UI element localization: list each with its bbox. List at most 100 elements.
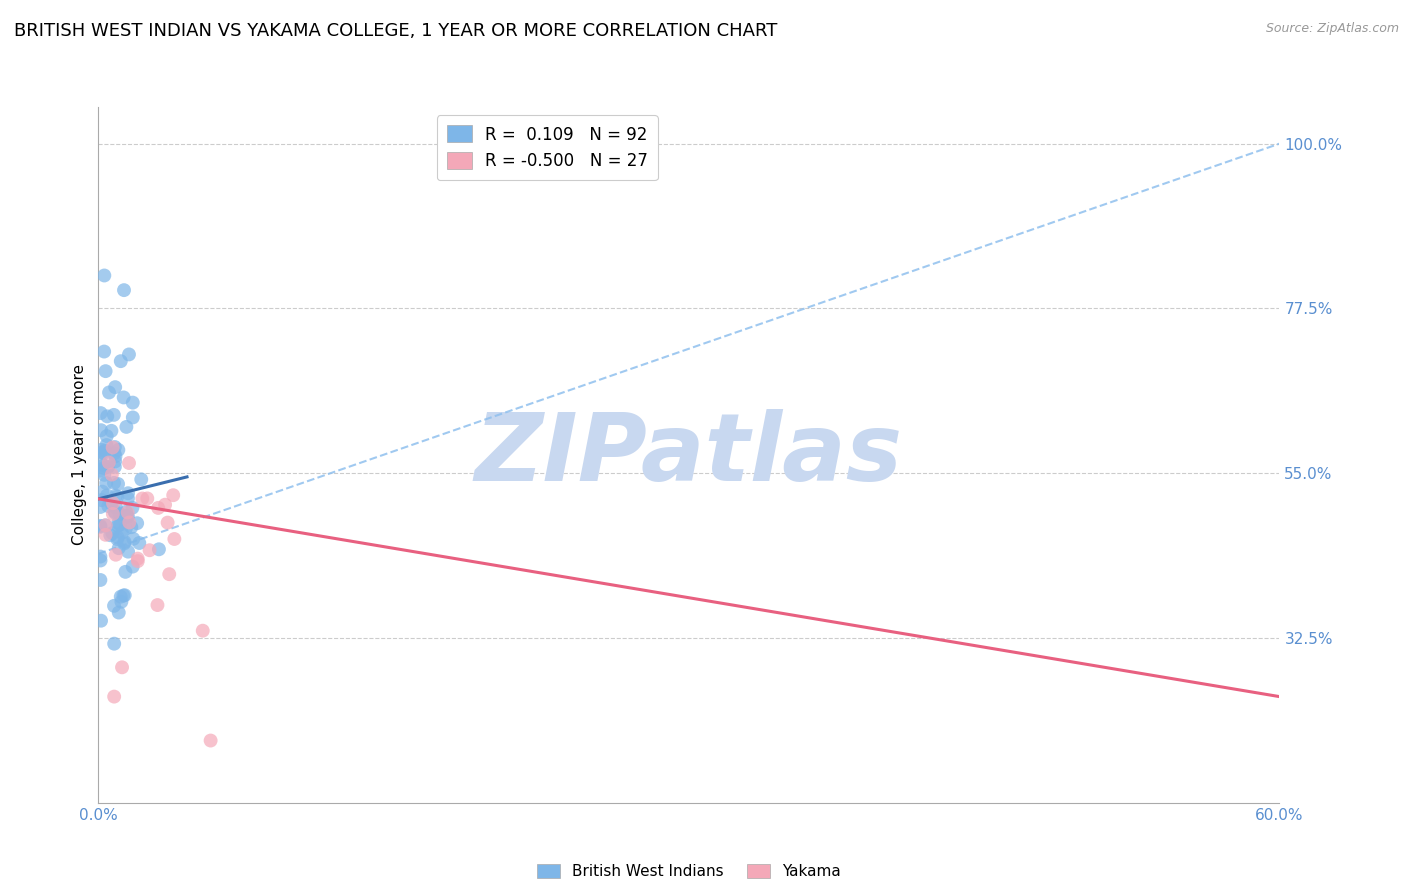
Y-axis label: College, 1 year or more: College, 1 year or more bbox=[72, 365, 87, 545]
Point bbox=[148, 542, 170, 557]
Point bbox=[104, 489, 127, 503]
Point bbox=[104, 459, 127, 474]
Point bbox=[200, 733, 222, 747]
Point bbox=[191, 624, 214, 638]
Point bbox=[148, 500, 170, 515]
Point bbox=[114, 588, 136, 602]
Point bbox=[93, 461, 115, 475]
Point bbox=[107, 477, 129, 491]
Point bbox=[118, 516, 141, 530]
Point bbox=[117, 486, 139, 500]
Point bbox=[94, 518, 117, 533]
Point bbox=[117, 505, 139, 519]
Point bbox=[90, 406, 112, 420]
Point bbox=[128, 536, 150, 550]
Legend: British West Indians, Yakama: British West Indians, Yakama bbox=[531, 858, 846, 886]
Point bbox=[121, 410, 143, 425]
Point bbox=[96, 429, 118, 443]
Point bbox=[89, 464, 111, 478]
Point bbox=[98, 385, 121, 400]
Point bbox=[104, 450, 127, 464]
Point bbox=[107, 606, 129, 620]
Point bbox=[127, 554, 149, 568]
Point bbox=[115, 505, 138, 519]
Point bbox=[96, 438, 118, 452]
Point bbox=[104, 506, 127, 520]
Point bbox=[104, 500, 127, 515]
Point bbox=[104, 548, 127, 562]
Point bbox=[104, 454, 127, 468]
Point bbox=[98, 528, 121, 542]
Point bbox=[112, 536, 135, 550]
Point bbox=[146, 598, 169, 612]
Point bbox=[112, 391, 135, 405]
Point bbox=[94, 518, 117, 533]
Point bbox=[105, 532, 128, 546]
Point bbox=[111, 660, 134, 674]
Point bbox=[101, 526, 124, 541]
Point bbox=[103, 408, 125, 422]
Point bbox=[120, 520, 142, 534]
Point bbox=[90, 553, 112, 567]
Point bbox=[107, 442, 129, 457]
Point bbox=[96, 488, 118, 502]
Point bbox=[97, 459, 120, 474]
Point bbox=[114, 565, 136, 579]
Point bbox=[89, 520, 111, 534]
Point bbox=[127, 551, 149, 566]
Point bbox=[131, 491, 153, 506]
Point bbox=[93, 268, 115, 283]
Point bbox=[156, 516, 179, 530]
Point bbox=[93, 467, 115, 482]
Point bbox=[121, 395, 143, 409]
Point bbox=[107, 530, 129, 544]
Point bbox=[103, 475, 125, 490]
Point bbox=[100, 497, 122, 511]
Point bbox=[90, 614, 112, 628]
Point bbox=[91, 484, 114, 499]
Point bbox=[89, 500, 111, 514]
Point bbox=[103, 690, 125, 704]
Point bbox=[90, 442, 112, 457]
Point bbox=[89, 549, 111, 564]
Point bbox=[89, 519, 111, 533]
Point bbox=[96, 409, 118, 424]
Point bbox=[91, 445, 114, 459]
Point bbox=[136, 491, 159, 506]
Point bbox=[93, 446, 115, 460]
Point bbox=[93, 458, 115, 473]
Point bbox=[110, 354, 132, 368]
Point bbox=[89, 573, 111, 587]
Point bbox=[162, 488, 184, 502]
Point bbox=[129, 472, 152, 486]
Point bbox=[101, 507, 124, 521]
Point bbox=[121, 500, 143, 515]
Point bbox=[104, 380, 127, 394]
Point bbox=[111, 525, 134, 540]
Point bbox=[127, 516, 149, 531]
Point bbox=[101, 467, 124, 482]
Text: ZIPatlas: ZIPatlas bbox=[475, 409, 903, 501]
Point bbox=[153, 498, 176, 512]
Point bbox=[122, 532, 145, 546]
Point bbox=[115, 521, 138, 535]
Point bbox=[110, 590, 132, 604]
Point bbox=[107, 516, 129, 530]
Point bbox=[121, 559, 143, 574]
Point bbox=[103, 504, 125, 518]
Point bbox=[101, 496, 124, 510]
Point bbox=[157, 567, 180, 582]
Point bbox=[101, 441, 124, 455]
Point bbox=[117, 544, 139, 558]
Point bbox=[97, 499, 120, 513]
Point bbox=[108, 517, 131, 532]
Text: BRITISH WEST INDIAN VS YAKAMA COLLEGE, 1 YEAR OR MORE CORRELATION CHART: BRITISH WEST INDIAN VS YAKAMA COLLEGE, 1… bbox=[14, 22, 778, 40]
Text: Source: ZipAtlas.com: Source: ZipAtlas.com bbox=[1265, 22, 1399, 36]
Point bbox=[110, 595, 132, 609]
Point bbox=[117, 509, 139, 524]
Point bbox=[90, 456, 112, 470]
Point bbox=[100, 424, 122, 438]
Point bbox=[94, 364, 117, 378]
Point bbox=[105, 490, 128, 504]
Point bbox=[93, 344, 115, 359]
